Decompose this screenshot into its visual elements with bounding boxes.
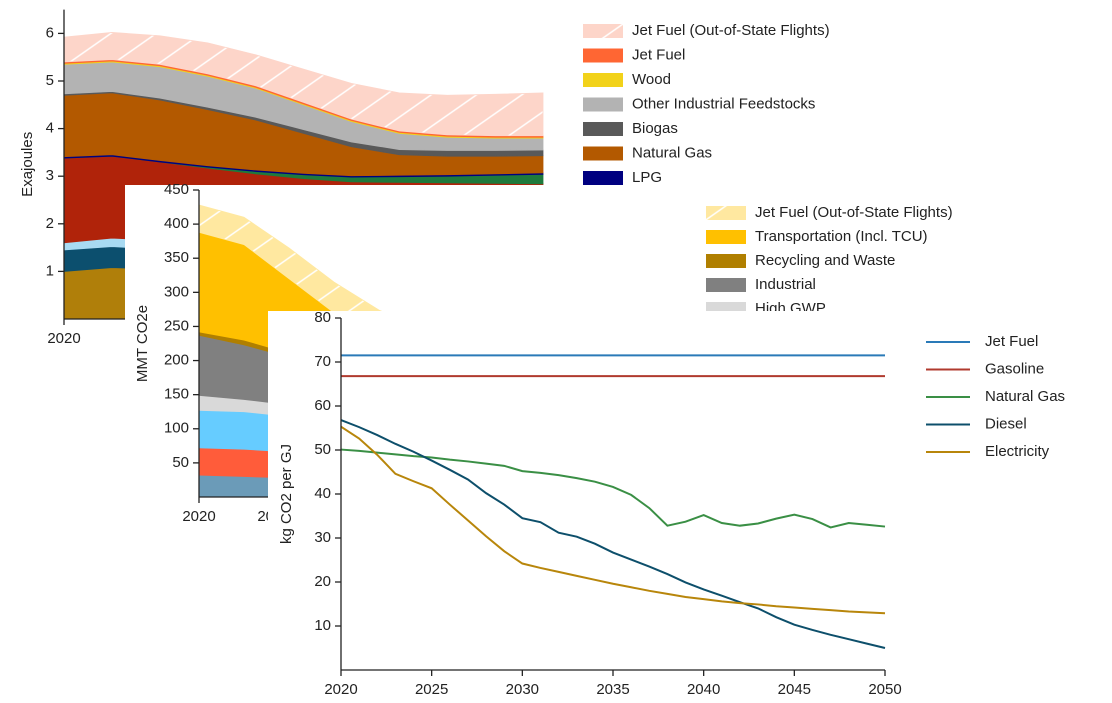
- x-tick-label: 2030: [506, 681, 539, 698]
- y-tick-label: 450: [164, 181, 189, 198]
- legend-label: Wood: [632, 71, 671, 88]
- legend-label: Industrial: [755, 276, 816, 293]
- line-series: [340, 419, 886, 649]
- legend-label: Natural Gas: [985, 388, 1065, 405]
- y-tick-label: 150: [164, 386, 189, 403]
- legend-swatch: [706, 254, 746, 268]
- legend-swatch: [583, 48, 623, 63]
- legend-label: Electricity: [985, 443, 1050, 460]
- legend-label: Diesel: [985, 415, 1027, 432]
- legend-label: Jet Fuel: [985, 333, 1038, 350]
- y-tick-label: 10: [314, 617, 331, 634]
- legend-label: Gasoline: [985, 360, 1044, 377]
- y-axis-label: Exajoules: [19, 132, 36, 197]
- y-tick-label: 6: [46, 24, 54, 41]
- x-tick-label: 2020: [324, 681, 357, 698]
- legend-swatch: [583, 97, 623, 112]
- y-tick-label: 4: [46, 120, 54, 137]
- y-tick-label: 350: [164, 249, 189, 266]
- legend-swatch: [583, 146, 623, 161]
- y-axis-label: MMT CO2e: [134, 305, 151, 382]
- legend-swatch: [706, 230, 746, 244]
- y-tick-label: 80: [314, 309, 331, 326]
- y-tick-label: 70: [314, 353, 331, 370]
- x-tick-label: 2050: [868, 681, 901, 698]
- y-tick-label: 50: [314, 441, 331, 458]
- legend-swatch: [706, 206, 746, 220]
- y-tick-label: 1: [46, 262, 54, 279]
- y-tick-label: 40: [314, 485, 331, 502]
- line-series: [340, 448, 886, 529]
- line-series: [340, 425, 886, 615]
- legend-swatch: [583, 171, 623, 185]
- legend-label: Jet Fuel: [632, 46, 685, 63]
- legend-label: Biogas: [632, 120, 678, 137]
- legend-label: Natural Gas: [632, 144, 712, 161]
- area-layer: [63, 32, 544, 137]
- y-tick-label: 50: [172, 454, 189, 471]
- legend-swatch: [583, 122, 623, 136]
- legend-swatch: [583, 24, 623, 38]
- legend-label: Recycling and Waste: [755, 252, 895, 269]
- x-tick-label: 2040: [687, 681, 720, 698]
- x-tick-label: 2035: [596, 681, 629, 698]
- y-tick-label: 60: [314, 397, 331, 414]
- y-tick-label: 5: [46, 72, 54, 89]
- y-tick-label: 400: [164, 215, 189, 232]
- legend-label: LPG: [632, 169, 662, 186]
- y-tick-label: 30: [314, 529, 331, 546]
- plot-area: [340, 354, 886, 649]
- legend-label: Jet Fuel (Out-of-State Flights): [755, 204, 953, 221]
- x-tick-label: 2020: [182, 508, 215, 525]
- y-tick-label: 250: [164, 317, 189, 334]
- y-tick-label: 100: [164, 420, 189, 437]
- legend-label: Transportation (Incl. TCU): [755, 228, 928, 245]
- legend-swatch: [706, 278, 746, 292]
- y-axis-label: kg CO2 per GJ: [278, 444, 295, 544]
- y-tick-label: 3: [46, 167, 54, 184]
- legend-label: Jet Fuel (Out-of-State Flights): [632, 22, 830, 39]
- legend-swatch: [583, 73, 623, 87]
- legend-label: Other Industrial Feedstocks: [632, 95, 815, 112]
- y-tick-label: 2: [46, 215, 54, 232]
- x-tick-label: 2020: [47, 330, 80, 347]
- x-tick-label: 2045: [778, 681, 811, 698]
- x-tick-label: 2025: [415, 681, 448, 698]
- y-tick-label: 20: [314, 573, 331, 590]
- y-tick-label: 300: [164, 283, 189, 300]
- y-tick-label: 200: [164, 352, 189, 369]
